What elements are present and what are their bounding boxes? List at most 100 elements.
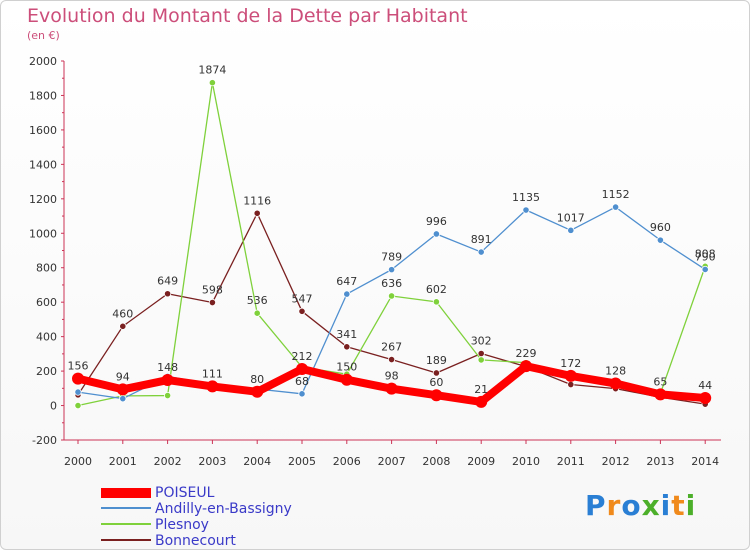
legend-swatch — [101, 523, 151, 525]
data-label-plesnoy: 636 — [381, 277, 402, 290]
data-point-plesnoy — [74, 401, 82, 410]
data-point-plesnoy — [253, 309, 261, 317]
data-label-andilly-en-bassigny: 647 — [336, 275, 357, 288]
data-point-poiseul — [296, 363, 308, 376]
data-label-poiseul: 65 — [653, 375, 667, 388]
data-point-poiseul — [564, 369, 577, 382]
data-point-andilly-en-bassigny — [119, 395, 127, 403]
data-label-bonnecourt: 598 — [202, 284, 223, 297]
data-label-andilly-en-bassigny: 68 — [295, 375, 309, 388]
legend-label: Plesnoy — [155, 517, 209, 533]
data-label-bonnecourt: 1116 — [243, 194, 271, 207]
legend-swatch — [101, 539, 151, 541]
data-label-bonnecourt: 649 — [157, 275, 178, 288]
data-point-plesnoy — [477, 356, 485, 364]
x-tick-label: 2000 — [64, 455, 92, 468]
data-point-andilly-en-bassigny — [701, 265, 709, 274]
y-tick-label: 800 — [36, 262, 57, 275]
data-label-bonnecourt: 460 — [112, 307, 133, 320]
data-point-andilly-en-bassigny — [611, 203, 620, 211]
data-label-andilly-en-bassigny: 996 — [426, 215, 447, 228]
data-label-poiseul: 150 — [336, 361, 357, 374]
logo-letter: r — [606, 489, 622, 522]
data-label-poiseul: 44 — [698, 379, 712, 392]
logo-letter: o — [621, 489, 642, 522]
data-point-bonnecourt — [387, 355, 396, 364]
data-point-poiseul — [430, 389, 443, 402]
data-label-plesnoy: 808 — [695, 247, 716, 260]
data-point-andilly-en-bassigny — [656, 236, 665, 244]
data-label-poiseul: 98 — [385, 370, 399, 383]
x-tick-label: 2014 — [691, 455, 719, 468]
data-label-bonnecourt: 189 — [426, 354, 447, 367]
data-point-bonnecourt — [208, 298, 216, 307]
y-tick-label: 2000 — [29, 55, 57, 68]
data-point-poiseul — [251, 385, 264, 398]
data-label-poiseul: 212 — [292, 350, 313, 363]
data-point-poiseul — [654, 388, 667, 401]
legend-swatch — [101, 507, 151, 509]
data-point-andilly-en-bassigny — [298, 390, 306, 398]
data-point-andilly-en-bassigny — [477, 248, 485, 256]
data-label-poiseul: 172 — [560, 357, 581, 370]
data-label-andilly-en-bassigny: 790 — [695, 250, 716, 263]
data-label-plesnoy: 536 — [247, 294, 268, 307]
data-point-poiseul — [520, 360, 532, 373]
logo-letter: x — [641, 489, 661, 522]
data-label-poiseul: 128 — [605, 364, 626, 377]
data-label-poiseul: 156 — [68, 360, 89, 373]
data-label-andilly-en-bassigny: 789 — [381, 251, 402, 264]
y-tick-label: 1400 — [29, 158, 57, 171]
data-point-bonnecourt — [253, 209, 261, 217]
y-tick-label: 200 — [36, 365, 57, 378]
data-label-poiseul: 21 — [474, 383, 488, 396]
legend-label: Bonnecourt — [155, 533, 236, 549]
data-point-bonnecourt — [477, 349, 485, 358]
x-tick-label: 2003 — [198, 455, 226, 468]
logo-letter: t — [671, 489, 686, 522]
data-point-poiseul — [206, 380, 219, 393]
y-tick-label: 1800 — [29, 89, 57, 102]
x-tick-label: 2004 — [243, 455, 271, 468]
data-label-bonnecourt: 547 — [292, 292, 313, 305]
y-tick-label: 600 — [36, 296, 57, 309]
y-tick-label: 1200 — [29, 193, 57, 206]
x-tick-label: 2007 — [378, 455, 406, 468]
data-label-poiseul: 111 — [202, 367, 223, 380]
data-label-poiseul: 229 — [516, 347, 537, 360]
data-point-poiseul — [72, 372, 84, 385]
logo-letter: P — [585, 489, 607, 522]
data-point-plesnoy — [432, 298, 440, 306]
x-tick-label: 2005 — [288, 455, 316, 468]
data-label-plesnoy: 1874 — [198, 64, 226, 77]
x-tick-label: 2009 — [467, 455, 495, 468]
x-tick-label: 2013 — [646, 455, 674, 468]
x-tick-label: 2012 — [602, 455, 630, 468]
data-point-andilly-en-bassigny — [432, 230, 440, 238]
data-label-plesnoy: 602 — [426, 283, 447, 296]
data-point-andilly-en-bassigny — [343, 290, 351, 298]
data-point-andilly-en-bassigny — [567, 226, 575, 234]
chart-title: Evolution du Montant de la Dette par Hab… — [27, 5, 468, 27]
proxiti-logo: Proxiti — [585, 489, 696, 522]
data-label-poiseul: 60 — [429, 376, 443, 389]
data-point-bonnecourt — [298, 307, 306, 315]
data-point-poiseul — [116, 383, 129, 396]
x-tick-label: 2008 — [422, 455, 450, 468]
data-point-poiseul — [385, 382, 398, 395]
legend-label: POISEUL — [155, 485, 215, 501]
legend-swatch — [101, 488, 151, 498]
legend-label: Andilly-en-Bassigny — [155, 501, 292, 517]
data-point-plesnoy — [387, 292, 396, 300]
x-tick-label: 2001 — [109, 455, 137, 468]
y-tick-label: 400 — [36, 331, 57, 344]
data-point-plesnoy — [208, 79, 216, 87]
data-label-andilly-en-bassigny: 891 — [471, 233, 492, 246]
data-point-bonnecourt — [343, 343, 351, 351]
data-point-poiseul — [609, 377, 622, 390]
data-point-andilly-en-bassigny — [387, 266, 396, 274]
logo-letter: i — [685, 489, 697, 522]
data-point-bonnecourt — [432, 369, 440, 377]
